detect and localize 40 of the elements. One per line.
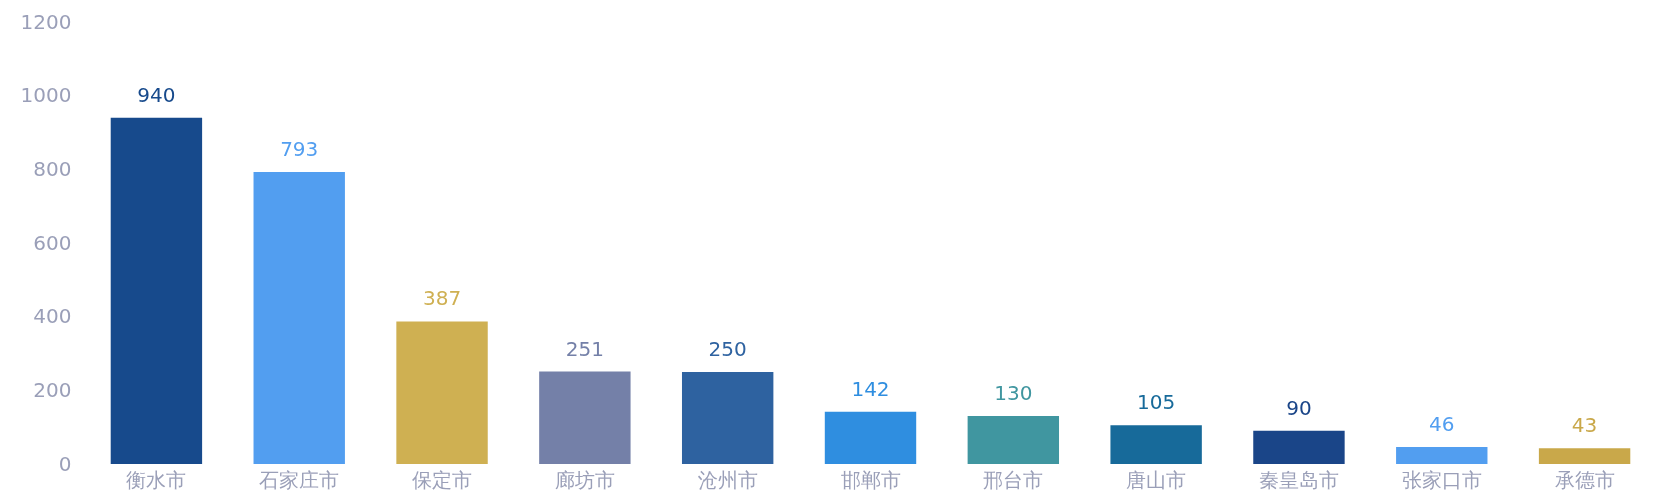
bar — [681, 371, 774, 464]
y-tick-label: 1000 — [20, 83, 72, 108]
data-label: 940 — [137, 82, 176, 107]
x-tick-label: 沧州市 — [697, 467, 758, 492]
data-label: 387 — [422, 286, 462, 311]
y-tick-label: 400 — [33, 304, 72, 329]
bar — [967, 416, 1060, 464]
data-label: 130 — [994, 381, 1033, 406]
bar — [253, 171, 345, 464]
bar — [539, 371, 631, 464]
x-tick-label: 唐山市 — [1126, 467, 1187, 492]
y-tick-label: 600 — [33, 230, 72, 255]
data-label: 250 — [708, 336, 747, 361]
x-tick-label: 石家庄市 — [259, 467, 340, 492]
data-label: 90 — [1286, 395, 1312, 420]
bar — [110, 117, 203, 464]
data-label: 46 — [1429, 412, 1455, 437]
x-tick-label: 衡水市 — [126, 467, 187, 492]
data-label: 142 — [851, 376, 890, 401]
x-tick-label: 承德市 — [1554, 467, 1615, 492]
data-label: 105 — [1137, 390, 1176, 415]
data-label: 43 — [1571, 413, 1598, 438]
x-tick-label: 廊坊市 — [554, 467, 615, 492]
x-tick-label: 张家口市 — [1401, 467, 1482, 492]
bar — [824, 411, 917, 464]
bar — [396, 321, 488, 464]
x-tick-label: 秦皇岛市 — [1258, 467, 1339, 492]
data-label: 251 — [565, 336, 604, 361]
bar — [1253, 430, 1345, 464]
y-tick-label: 0 — [58, 451, 72, 476]
bar — [1396, 447, 1488, 464]
x-tick-label: 邢台市 — [983, 467, 1044, 492]
bar — [1110, 425, 1202, 464]
y-tick-label: 200 — [33, 377, 72, 402]
data-label: 793 — [280, 136, 319, 161]
y-tick-label: 800 — [33, 156, 72, 181]
bar — [1538, 448, 1631, 464]
x-tick-label: 邯郸市 — [840, 467, 901, 492]
y-tick-label: 1200 — [20, 9, 72, 34]
x-tick-label: 保定市 — [412, 467, 473, 492]
